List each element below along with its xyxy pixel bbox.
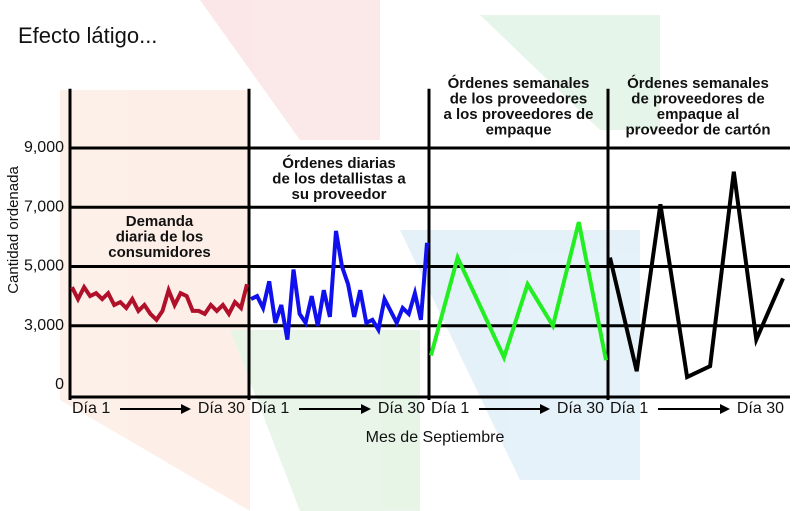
panel-title: Órdenes semanales	[448, 74, 590, 92]
series-line	[429, 221, 608, 363]
x-tick-label: Día 30	[198, 400, 245, 417]
panel-title: diaria de los	[116, 228, 204, 245]
panel-title: Órdenes semanales	[627, 74, 769, 92]
x-tick-label: Día 1	[72, 400, 110, 417]
panel-title: consumidores	[108, 244, 211, 261]
day-arrow-head	[720, 404, 730, 414]
x-tick-label: Día 1	[610, 400, 648, 417]
panel-title: empaque al	[657, 106, 740, 123]
panel-title: empaque	[486, 121, 552, 138]
panel-title: Órdenes diarias	[282, 154, 395, 172]
day-arrow-head	[540, 404, 550, 414]
x-axis-label: Mes de Septiembre	[366, 429, 505, 446]
y-tick-label: 3,000	[24, 317, 64, 334]
day-arrow-head	[361, 404, 371, 414]
y-tick-label: 9,000	[24, 139, 64, 156]
background-decoration	[60, 0, 660, 511]
series-line	[608, 171, 785, 381]
x-tick-label: Día 30	[378, 400, 425, 417]
x-tick-label: Día 30	[737, 400, 784, 417]
panel-title: su proveedor	[291, 186, 386, 203]
x-tick-label: Día 1	[251, 400, 289, 417]
day-arrow-head	[181, 404, 191, 414]
y-tick-label: 0	[55, 376, 64, 393]
page-title: Efecto látigo...	[18, 23, 157, 48]
panel-title: de los proveedores	[450, 90, 588, 107]
panel-title: proveedor de cartón	[625, 121, 770, 138]
panel-title: de los detallistas a	[272, 170, 406, 187]
x-tick-label: Día 1	[431, 400, 469, 417]
panel-title: de proveedores de	[631, 90, 764, 107]
panel-title: a los proveedores de	[443, 106, 593, 123]
series-line	[250, 230, 429, 340]
y-tick-label: 7,000	[24, 198, 64, 215]
y-tick-label: 5,000	[24, 258, 64, 275]
x-tick-label: Día 30	[557, 400, 604, 417]
panel-title: Demanda	[126, 213, 194, 230]
y-axis-label: Cantidad ordenada	[5, 166, 22, 294]
series-line	[70, 283, 249, 323]
